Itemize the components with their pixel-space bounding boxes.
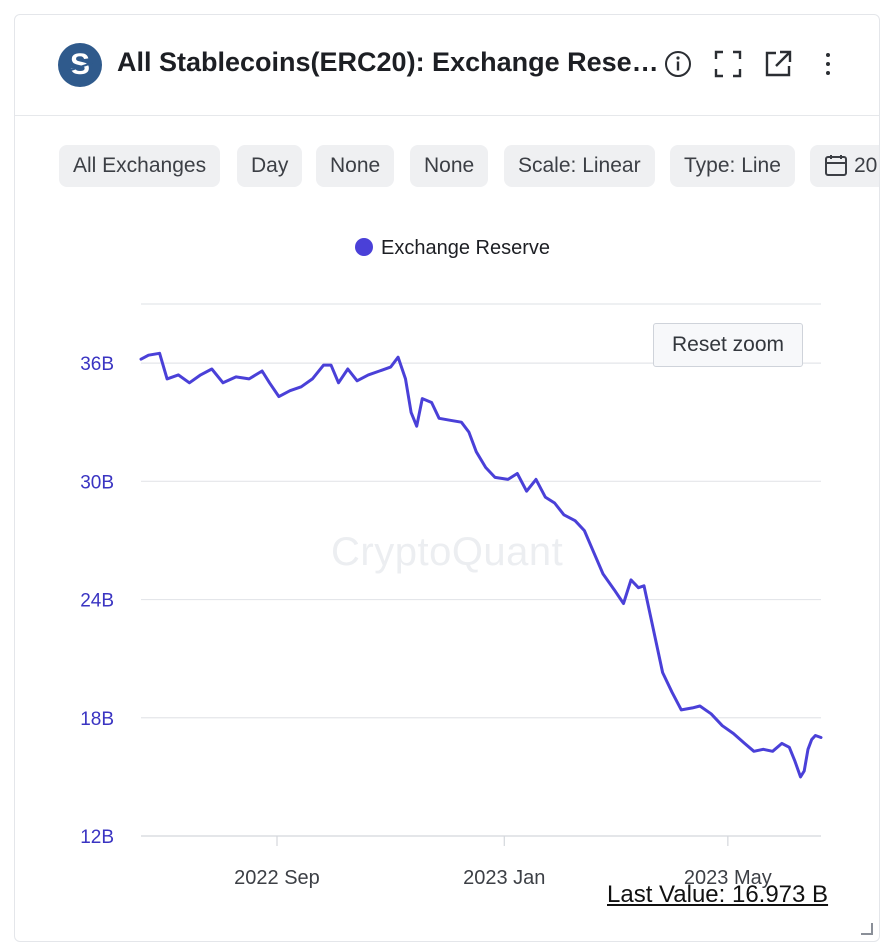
filter-bar: All Exchanges Day None None Scale: Linea… <box>15 145 879 189</box>
calendar-icon <box>825 155 847 176</box>
date-range-label: 20 <box>854 154 878 177</box>
exchange-filter-chip[interactable]: All Exchanges <box>59 145 221 187</box>
legend-label: Exchange Reserve <box>381 237 550 259</box>
x-tick-label: 2023 May <box>684 867 772 889</box>
date-range-chip[interactable]: 20 <box>810 145 879 187</box>
chart-card: S All Stablecoins(ERC20): Exchange Reser… <box>14 14 880 942</box>
watermark: CryptoQuant <box>331 530 564 574</box>
more-vertical-icon[interactable] <box>813 49 843 79</box>
y-tick-label: 12B <box>80 827 114 848</box>
series-line-exchange-reserve <box>139 351 823 779</box>
last-value-label[interactable]: Last Value: 16.973 B <box>607 881 829 908</box>
resize-handle-icon[interactable] <box>861 923 873 935</box>
info-icon[interactable] <box>663 49 693 79</box>
indicator-chip[interactable]: None <box>410 145 489 187</box>
legend-dot-icon <box>355 238 373 256</box>
reset-zoom-button[interactable]: Reset zoom <box>653 323 803 367</box>
scale-chip[interactable]: Scale: Linear <box>504 145 655 187</box>
fullscreen-icon[interactable] <box>713 49 743 79</box>
x-tick-label: 2023 Jan <box>463 867 545 889</box>
stablecoin-logo-icon: S <box>58 43 102 87</box>
x-tick-label: 2022 Sep <box>234 867 320 889</box>
external-link-icon[interactable] <box>763 49 793 79</box>
y-tick-label: 36B <box>80 354 114 375</box>
logo-letter: S <box>69 48 90 81</box>
type-chip[interactable]: Type: Line <box>670 145 795 187</box>
y-tick-label: 18B <box>80 709 114 730</box>
moving-average-chip[interactable]: None <box>316 145 395 187</box>
chart-plot: 12B 18B 24B 30B 36B 2022 Sep 2023 Jan 2023 May <box>80 303 823 889</box>
y-tick-label: 30B <box>80 472 114 493</box>
legend-item-exchange-reserve[interactable]: Exchange Reserve <box>355 234 550 262</box>
y-tick-label: 24B <box>80 591 114 612</box>
window-filter-chip[interactable]: Day <box>237 145 303 187</box>
card-header: S All Stablecoins(ERC20): Exchange Reser… <box>15 15 879 116</box>
